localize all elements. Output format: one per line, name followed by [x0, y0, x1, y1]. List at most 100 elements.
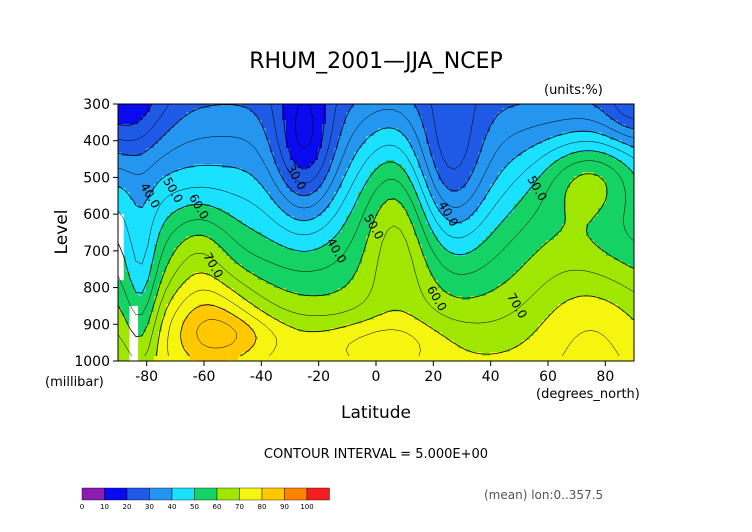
- field-cell: [406, 344, 410, 348]
- field-cell: [302, 276, 306, 280]
- field-cell: [338, 104, 342, 108]
- field-cell: [170, 324, 174, 328]
- field-cell: [414, 352, 418, 356]
- field-cell: [226, 108, 230, 112]
- field-cell: [158, 220, 162, 224]
- field-cell: [294, 336, 298, 340]
- field-cell: [318, 180, 322, 184]
- field-cell: [270, 252, 274, 256]
- field-cell: [410, 224, 414, 228]
- field-cell: [210, 236, 214, 240]
- field-cell: [342, 276, 346, 280]
- field-cell: [154, 176, 158, 180]
- field-cell: [418, 292, 422, 296]
- field-cell: [374, 312, 378, 316]
- field-cell: [286, 172, 290, 176]
- field-cell: [418, 212, 422, 216]
- field-cell: [150, 124, 154, 128]
- field-cell: [398, 312, 402, 316]
- field-cell: [134, 148, 138, 152]
- field-cell: [118, 300, 122, 304]
- field-cell: [386, 336, 390, 340]
- field-cell: [422, 248, 426, 252]
- field-cell: [302, 164, 306, 168]
- field-cell: [274, 176, 278, 180]
- field-cell: [222, 140, 226, 144]
- field-cell: [326, 284, 330, 288]
- field-cell: [286, 352, 290, 356]
- field-cell: [150, 220, 154, 224]
- field-cell: [374, 168, 378, 172]
- field-cell: [414, 140, 418, 144]
- field-cell: [314, 124, 318, 128]
- field-cell: [142, 188, 146, 192]
- field-cell: [398, 196, 402, 200]
- field-cell: [362, 280, 366, 284]
- field-cell: [378, 196, 382, 200]
- field-cell: [214, 252, 218, 256]
- field-cell: [418, 112, 422, 116]
- field-cell: [258, 188, 262, 192]
- field-cell: [358, 336, 362, 340]
- field-cell: [410, 264, 414, 268]
- field-cell: [282, 252, 286, 256]
- field-cell: [314, 296, 318, 300]
- field-cell: [302, 116, 306, 120]
- field-cell: [378, 152, 382, 156]
- field-cell: [214, 192, 218, 196]
- field-cell: [290, 308, 294, 312]
- field-cell: [366, 200, 370, 204]
- field-cell: [358, 128, 362, 132]
- field-cell: [314, 184, 318, 188]
- field-cell: [186, 276, 190, 280]
- field-cell: [194, 184, 198, 188]
- field-cell: [186, 104, 190, 108]
- field-cell: [278, 176, 282, 180]
- field-cell: [366, 304, 370, 308]
- field-cell: [134, 232, 138, 236]
- field-cell: [398, 328, 402, 332]
- field-cell: [166, 140, 170, 144]
- field-cell: [246, 136, 250, 140]
- field-cell: [282, 196, 286, 200]
- field-cell: [222, 232, 226, 236]
- field-cell: [310, 184, 314, 188]
- field-cell: [286, 296, 290, 300]
- field-cell: [202, 112, 206, 116]
- field-cell: [170, 160, 174, 164]
- field-cell: [314, 332, 318, 336]
- field-cell: [354, 300, 358, 304]
- field-cell: [206, 352, 210, 356]
- field-cell: [138, 260, 142, 264]
- field-cell: [154, 156, 158, 160]
- field-cell: [406, 304, 410, 308]
- field-cell: [414, 356, 418, 360]
- field-cell: [190, 128, 194, 132]
- field-cell: [246, 148, 250, 152]
- field-cell: [230, 148, 234, 152]
- field-cell: [150, 328, 154, 332]
- field-cell: [158, 228, 162, 232]
- field-cell: [306, 244, 310, 248]
- field-cell: [146, 204, 150, 208]
- field-cell: [214, 212, 218, 216]
- field-cell: [174, 176, 178, 180]
- field-cell: [274, 208, 278, 212]
- field-cell: [222, 176, 226, 180]
- field-cell: [350, 316, 354, 320]
- field-cell: [282, 144, 286, 148]
- field-cell: [346, 328, 350, 332]
- field-cell: [326, 268, 330, 272]
- field-cell: [286, 188, 290, 192]
- field-cell: [202, 324, 206, 328]
- field-cell: [238, 236, 242, 240]
- field-cell: [194, 316, 198, 320]
- field-cell: [270, 352, 274, 356]
- field-cell: [234, 160, 238, 164]
- field-cell: [378, 336, 382, 340]
- field-cell: [290, 264, 294, 268]
- field-cell: [334, 248, 338, 252]
- field-cell: [230, 292, 234, 296]
- field-cell: [322, 264, 326, 268]
- field-cell: [270, 212, 274, 216]
